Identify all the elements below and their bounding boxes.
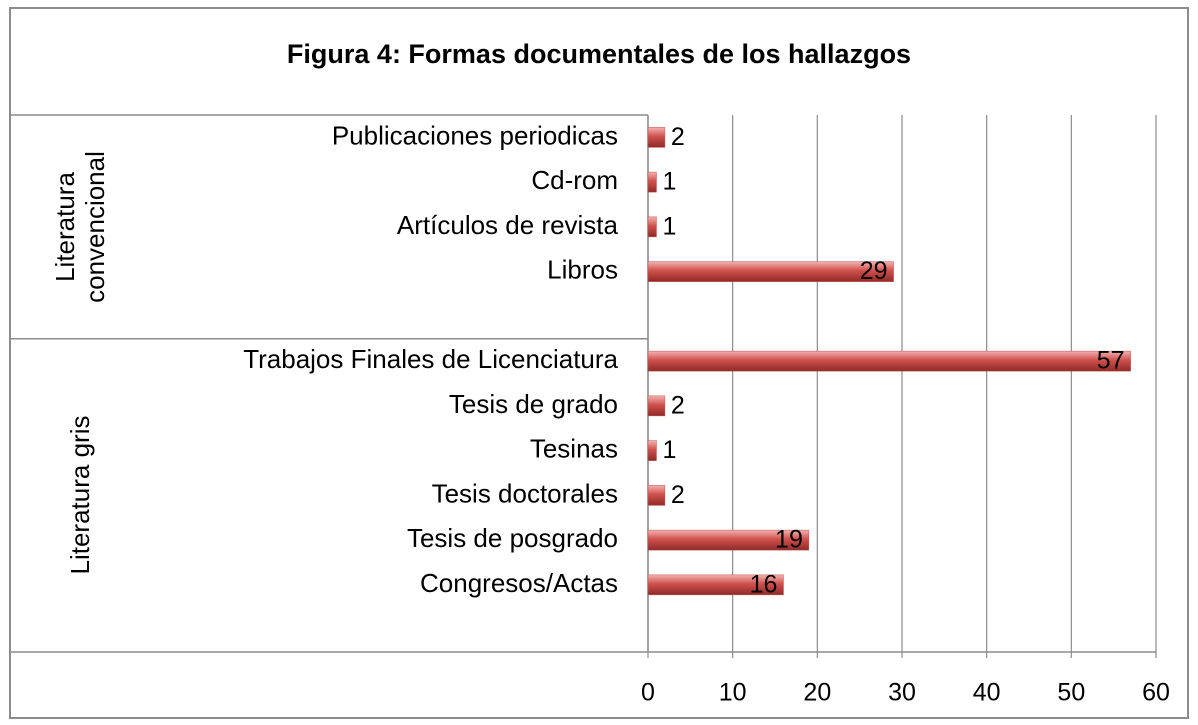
chart-title: Figura 4: Formas documentales de los hal… <box>287 39 911 69</box>
bar <box>647 395 666 417</box>
x-tick-label: 30 <box>888 679 916 707</box>
group-label: Literatura gris <box>65 415 95 575</box>
bar <box>647 171 657 193</box>
bar <box>647 574 784 596</box>
x-tick-label: 20 <box>803 679 831 707</box>
y-tick-label: Trabajos Finales de Licenciatura <box>243 344 618 374</box>
x-tick-label: 10 <box>719 679 747 707</box>
y-tick-label: Publicaciones periodicas <box>332 120 618 150</box>
data-label: 2 <box>671 391 685 419</box>
data-label: 2 <box>671 481 685 509</box>
y-tick-label: Congresos/Actas <box>420 568 618 598</box>
y-tick-label: Cd-rom <box>531 165 618 195</box>
data-label: 1 <box>662 212 676 240</box>
y-tick-label: Tesis de posgrado <box>407 523 618 553</box>
x-tick-label: 60 <box>1142 679 1170 707</box>
bar <box>647 485 666 506</box>
y-tick-label: Libros <box>547 255 618 285</box>
bar <box>647 127 666 148</box>
bar <box>647 350 1131 372</box>
data-label: 57 <box>1097 347 1125 375</box>
y-tick-label: Tesis doctorales <box>432 478 618 508</box>
x-tick-label: 50 <box>1057 679 1085 707</box>
bar <box>647 261 894 282</box>
bar <box>647 440 657 461</box>
data-label: 1 <box>662 436 676 464</box>
y-tick-label: Artículos de revista <box>397 210 619 240</box>
x-tick-label: 0 <box>641 679 655 707</box>
data-label: 29 <box>860 257 888 285</box>
group-label: Literatura convencional <box>50 150 110 303</box>
data-label: 1 <box>662 168 676 196</box>
data-label: 16 <box>750 570 778 598</box>
bar <box>647 216 657 238</box>
y-tick-label: Tesinas <box>530 434 618 464</box>
bar <box>647 529 810 551</box>
data-label: 2 <box>671 123 685 151</box>
x-tick-label: 40 <box>973 679 1001 707</box>
data-label: 19 <box>775 526 803 554</box>
y-tick-label: Tesis de grado <box>449 389 618 419</box>
